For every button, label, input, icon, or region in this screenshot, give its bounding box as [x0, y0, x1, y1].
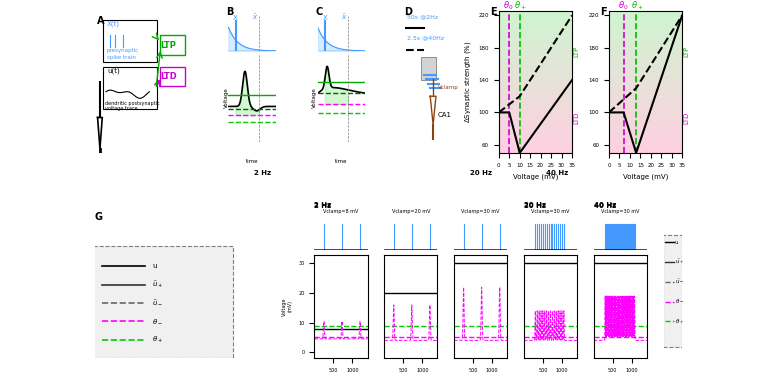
Text: LTP: LTP — [574, 45, 580, 57]
FancyBboxPatch shape — [103, 20, 157, 62]
Text: Vclamp: Vclamp — [437, 85, 459, 90]
Text: voltage trace: voltage trace — [105, 106, 138, 112]
Text: LTD: LTD — [160, 72, 177, 81]
Text: 2 Hz: 2 Hz — [254, 170, 271, 176]
Text: Vclamp=30 mV: Vclamp=30 mV — [531, 209, 570, 214]
Text: spike train: spike train — [107, 55, 136, 60]
Text: $\theta_-$: $\theta_-$ — [675, 298, 684, 305]
Text: D: D — [404, 7, 412, 17]
Text: $\theta_-$: $\theta_-$ — [152, 317, 163, 325]
Y-axis label: $\Delta$Synaptic strength (%): $\Delta$Synaptic strength (%) — [463, 41, 473, 123]
Text: X(t): X(t) — [107, 20, 120, 27]
Text: $\theta_+$: $\theta_+$ — [675, 317, 684, 326]
Y-axis label: Voltage
(mV): Voltage (mV) — [282, 297, 293, 316]
Text: F: F — [600, 7, 607, 17]
X-axis label: Voltage (mV): Voltage (mV) — [512, 173, 558, 180]
Text: 40 Hz: 40 Hz — [594, 202, 616, 208]
FancyBboxPatch shape — [421, 57, 437, 80]
Text: $\bar{u}_+$: $\bar{u}_+$ — [152, 279, 163, 290]
Text: dendritic postsynaptic: dendritic postsynaptic — [105, 101, 160, 106]
Text: CA1: CA1 — [437, 112, 452, 118]
Text: $\theta_+$: $\theta_+$ — [152, 335, 163, 345]
FancyBboxPatch shape — [103, 66, 157, 109]
Text: $\bar{u}_-$: $\bar{u}_-$ — [675, 278, 684, 285]
Text: $\bar{u}_-$: $\bar{u}_-$ — [152, 299, 163, 307]
Text: u: u — [152, 263, 156, 269]
Text: LTD: LTD — [684, 111, 690, 124]
Text: Vclamp=20 mV: Vclamp=20 mV — [392, 209, 430, 214]
FancyBboxPatch shape — [663, 235, 681, 347]
Text: $\theta_0$: $\theta_0$ — [618, 0, 628, 12]
Text: 40 Hz: 40 Hz — [594, 203, 616, 209]
Text: Vclamp=8 mV: Vclamp=8 mV — [324, 209, 359, 214]
X-axis label: Voltage (mV): Voltage (mV) — [623, 173, 669, 180]
Text: $\theta_0$: $\theta_0$ — [503, 0, 514, 12]
Text: G: G — [95, 212, 103, 222]
Text: $\theta_+$: $\theta_+$ — [514, 0, 527, 12]
Text: 2 Hz: 2 Hz — [315, 203, 331, 209]
FancyBboxPatch shape — [92, 246, 233, 358]
Text: 2 Hz: 2 Hz — [315, 202, 331, 208]
Text: Vclamp=30 mV: Vclamp=30 mV — [462, 209, 500, 214]
FancyBboxPatch shape — [160, 66, 185, 86]
Text: 20 Hz: 20 Hz — [470, 170, 492, 176]
Text: u: u — [675, 239, 678, 245]
Text: 20 Hz: 20 Hz — [524, 202, 546, 208]
Text: u(t): u(t) — [107, 67, 120, 74]
Text: B: B — [226, 7, 233, 17]
Text: LTD: LTD — [574, 111, 580, 124]
Text: 20 Hz: 20 Hz — [524, 203, 546, 209]
Text: 50s @2Hz: 50s @2Hz — [407, 14, 438, 19]
Text: E: E — [490, 7, 496, 17]
Text: 40 Hz: 40 Hz — [546, 170, 568, 176]
Text: 2.5s @40Hz: 2.5s @40Hz — [407, 35, 444, 41]
Text: A: A — [96, 15, 104, 26]
Text: $\bar{u}_+$: $\bar{u}_+$ — [675, 257, 684, 267]
FancyBboxPatch shape — [160, 35, 185, 55]
Text: Vclamp=30 mV: Vclamp=30 mV — [601, 209, 640, 214]
Text: $\theta_+$: $\theta_+$ — [631, 0, 644, 12]
Text: LTP: LTP — [684, 45, 690, 57]
Text: LTP: LTP — [160, 41, 176, 50]
Text: presynaptic: presynaptic — [107, 48, 139, 54]
Text: C: C — [315, 7, 322, 17]
